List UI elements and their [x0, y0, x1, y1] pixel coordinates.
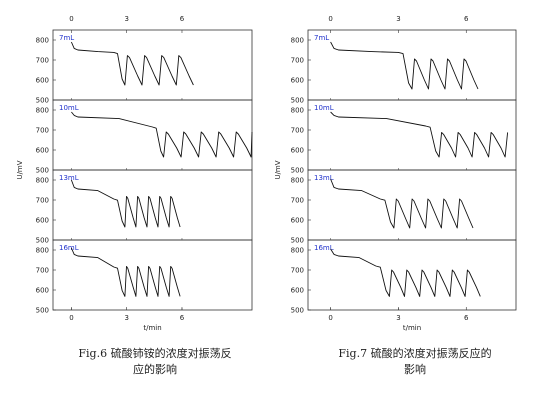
fig7-x-axis-title: t/min — [403, 324, 421, 332]
fig7-panel-16mL-y-tick-label-0: 500 — [291, 307, 304, 315]
fig7-panel-13mL-y-tick-label-3: 800 — [291, 177, 304, 185]
fig6-top-x-tick-label-1: 3 — [124, 15, 128, 23]
fig6-panel-7mL-y-tick-label-1: 600 — [36, 77, 49, 85]
fig6-y-axis-title: U/mV — [16, 160, 24, 179]
fig7-panel-7mL-label: 7mL — [314, 34, 329, 42]
fig6-panel-10mL-label: 10mL — [59, 104, 79, 112]
fig7-panel-13mL-y-tick-label-0: 500 — [291, 237, 304, 245]
fig6-panel-7mL-y-tick-label-3: 800 — [36, 37, 49, 45]
fig7-panel-10mL-y-tick-label-3: 800 — [291, 107, 304, 115]
fig7-panel-16mL-label: 16mL — [314, 244, 334, 252]
fig7-panel-7mL-series-line — [330, 41, 479, 90]
fig7-panel-16mL-frame — [307, 239, 517, 311]
figure-6-caption: Fig.6 硫酸铈铵的浓度对振荡反 应的影响 — [40, 346, 270, 378]
fig7-panel-7mL-y-tick-label-2: 700 — [291, 57, 304, 65]
fig7-panel-10mL-y-tick-label-2: 700 — [291, 127, 304, 135]
fig6-panel-16mL-y-tick-label-1: 600 — [36, 287, 49, 295]
fig7-panel-10mL-y-tick-label-1: 600 — [291, 147, 304, 155]
fig6-panel-10mL-y-tick-label-3: 800 — [36, 107, 49, 115]
fig7-panel-13mL-series-line — [330, 178, 474, 229]
fig7-panel-7mL-y-tick-label-3: 800 — [291, 37, 304, 45]
fig7-bottom-x-tick-label-1: 3 — [396, 314, 400, 322]
fig6-panel-16mL-y-tick-label-0: 500 — [36, 307, 49, 315]
fig7-panel-16mL-y-tick-label-2: 700 — [291, 267, 304, 275]
fig7-panel-7mL-frame — [307, 29, 517, 101]
fig6-panel-7mL-frame — [52, 29, 253, 101]
fig6-top-x-tick-label-2: 6 — [180, 15, 185, 23]
fig7-panel-16mL-y-tick-label-1: 600 — [291, 287, 304, 295]
fig6-panel-13mL-frame — [52, 169, 253, 241]
fig7-top-x-tick-label-0: 0 — [328, 15, 332, 23]
fig7-panel-10mL-label: 10mL — [314, 104, 334, 112]
fig6-panel-10mL-y-tick-label-2: 700 — [36, 127, 49, 135]
fig7-panel-13mL-y-tick-label-2: 700 — [291, 197, 304, 205]
fig7-panel-16mL-y-tick-label-3: 800 — [291, 247, 304, 255]
fig6-bottom-x-tick-label-1: 3 — [124, 314, 128, 322]
fig7-panel-13mL-label: 13mL — [314, 174, 334, 182]
figure-7-caption-line-1: Fig.7 硫酸的浓度对振荡反应的 — [338, 347, 492, 360]
fig7-panel-10mL-frame — [307, 99, 517, 171]
fig6-top-x-tick-label-0: 0 — [69, 15, 73, 23]
fig6-bottom-x-tick-label-0: 0 — [69, 314, 73, 322]
fig6-panel-10mL-series-line — [71, 111, 253, 158]
fig6-panel-13mL-y-tick-label-2: 700 — [36, 197, 49, 205]
fig6-panel-16mL-y-tick-label-2: 700 — [36, 267, 49, 275]
fig7-top-x-tick-label-1: 3 — [396, 15, 400, 23]
fig6-panel-13mL-y-tick-label-3: 800 — [36, 177, 49, 185]
fig6-panel-10mL-y-tick-label-1: 600 — [36, 147, 49, 155]
fig6-panel-13mL-y-tick-label-1: 600 — [36, 217, 49, 225]
fig6-panel-7mL-series-line — [70, 41, 194, 86]
figure-6-caption-line-1: Fig.6 硫酸铈铵的浓度对振荡反 — [78, 347, 232, 360]
fig6-panel-13mL-label: 13mL — [59, 174, 79, 182]
fig7-panel-10mL-y-tick-label-0: 500 — [291, 167, 304, 175]
figure-7-caption: Fig.7 硫酸的浓度对振荡反应的 影响 — [300, 346, 530, 378]
fig6-panel-13mL-series-line — [70, 179, 181, 228]
fig6-x-axis-title: t/min — [143, 324, 161, 332]
fig7-bottom-x-tick-label-0: 0 — [328, 314, 332, 322]
fig7-bottom-x-tick-label-2: 6 — [464, 314, 469, 322]
fig7-panel-7mL-y-tick-label-1: 600 — [291, 77, 304, 85]
fig6-panel-7mL-y-tick-label-2: 700 — [36, 57, 49, 65]
fig6-panel-10mL-frame — [52, 99, 253, 171]
figure-7-caption-line-2: 影响 — [404, 363, 426, 376]
fig7-panel-7mL-y-tick-label-0: 500 — [291, 97, 304, 105]
fig7-panel-16mL-series-line — [330, 248, 481, 297]
fig6-panel-16mL-y-tick-label-3: 800 — [36, 247, 49, 255]
fig6-panel-10mL-y-tick-label-0: 500 — [36, 167, 49, 175]
fig7-panel-13mL-y-tick-label-1: 600 — [291, 217, 304, 225]
fig7-top-x-tick-label-2: 6 — [464, 15, 469, 23]
fig6-panel-7mL-label: 7mL — [59, 34, 74, 42]
fig6-panel-16mL-label: 16mL — [59, 244, 79, 252]
fig6-panel-16mL-series-line — [70, 247, 181, 297]
fig6-bottom-x-tick-label-2: 6 — [180, 314, 185, 322]
fig6-panel-7mL-y-tick-label-0: 500 — [36, 97, 49, 105]
fig7-y-axis-title: U/mV — [274, 160, 282, 179]
fig6-panel-16mL-frame — [52, 239, 253, 311]
figure-6-caption-line-2: 应的影响 — [133, 363, 177, 376]
fig7-panel-10mL-series-line — [330, 111, 509, 158]
fig6-panel-13mL-y-tick-label-0: 500 — [36, 237, 49, 245]
